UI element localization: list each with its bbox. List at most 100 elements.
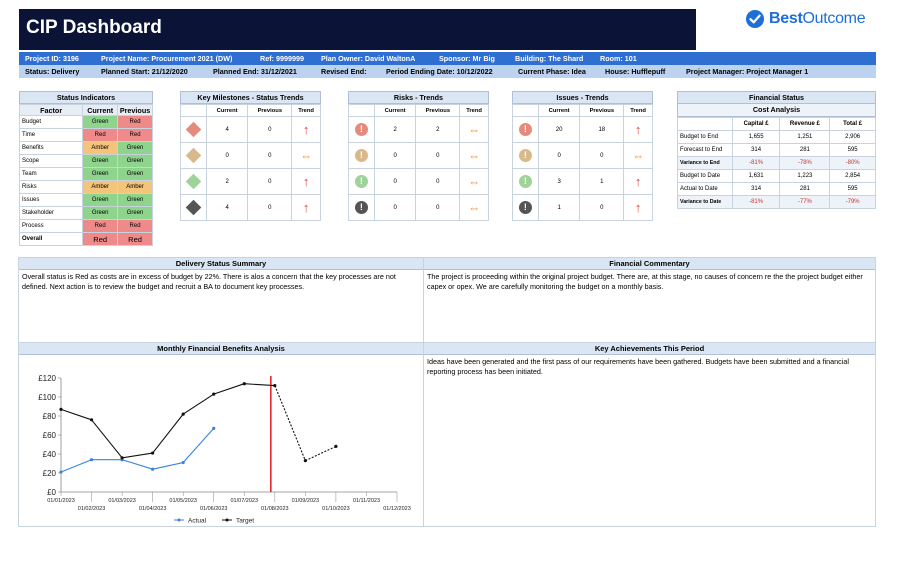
table-row: ! 1 0 ↑ [512,194,653,221]
table-header-row: Current Previous Trend [512,104,653,117]
exclamation-icon: ! [518,201,532,214]
trend-cell: ⇔ [459,142,489,169]
series-actual-point [212,426,216,430]
current-status-cell: Red [82,128,119,142]
exclamation-icon: ! [354,201,368,214]
financial-commentary-title: Financial Commentary [424,258,875,270]
x-tick-label: 01/09/2023 [292,498,320,504]
factor-label: Risks [18,180,84,194]
current-count: 3 [537,168,581,195]
milestones-table-body: 4 0 ↑ 0 0 ⇔ 2 0 ↑ 4 0 ↑ [180,116,321,221]
table-row: Issues Green Green [18,193,153,207]
current-status-cell: Amber [82,180,119,194]
benefits-chart-panel: Monthly Financial Benefits Analysis £0 £2… [18,342,424,527]
delivery-summary-title: Delivery Status Summary [19,258,423,270]
table-row: Budget to Date 1,631 1,223 2,854 [677,169,876,183]
table-row: 4 0 ↑ [180,194,321,221]
series-target-segment [60,408,92,421]
table-row: Stakeholder Green Green [18,206,153,220]
previous-status-cell: Red [117,115,153,129]
severity-cell: ! [512,168,539,195]
series-target-segment [213,383,245,395]
table-row: 2 0 ↑ [180,168,321,195]
previous-status-cell: Amber [117,180,153,194]
revenue-value: 1,223 [779,169,831,183]
previous-count: 0 [579,142,625,169]
chart-title: Monthly Financial Benefits Analysis [19,343,423,355]
milestones-table: Current Previous Trend 4 0 ↑ 0 0 ⇔ 2 0 ↑ 4 0 ↑ [180,104,321,221]
capital-value: -81% [731,195,781,209]
column-header [348,104,375,117]
factor-label: Overall [18,232,84,246]
table-row: ! 0 0 ⇔ [348,142,489,169]
table-row: Team Green Green [18,167,153,181]
x-tick-label: 01/07/2023 [231,498,259,504]
x-tick-label: 01/10/2023 [322,506,350,512]
financial-status-panel: Financial Status Cost Analysis Capital £… [677,91,876,209]
column-header [512,104,539,117]
previous-status-cell: Red [117,232,153,246]
series-target-segment [305,445,337,462]
delivery-summary-text: Overall status is Red as costs are in ex… [22,272,396,291]
previous-count: 2 [415,116,461,143]
y-tick-label: £80 [43,412,57,421]
planned-start: Planned Start: 21/12/2020 [101,67,188,76]
table-row: Variance to End -81% -78% -80% [677,156,876,170]
current-status-cell: Green [82,206,119,220]
table-row: Process Red Red [18,219,153,233]
key-achievements-text: Ideas have been generated and the first … [427,357,849,376]
arrow-left-right-icon: ⇔ [468,174,481,189]
current-count: 0 [205,142,249,169]
legend-marker [225,518,229,522]
exclamation-icon: ! [518,123,532,136]
current-status-cell: Red [82,232,119,246]
current-count: 0 [373,168,417,195]
arrow-left-right-icon: ⇔ [300,148,313,163]
previous-status-cell: Green [117,154,153,168]
table-row: Forecast to End 314 281 595 [677,143,876,157]
previous-count: 0 [415,194,461,221]
capital-value: -81% [731,156,781,170]
severity-cell [180,116,207,143]
column-header: Current [82,104,119,116]
project-id: Project ID: 3196 [25,54,79,63]
previous-count: 0 [247,168,293,195]
series-target-segment [91,419,123,459]
milestones-title: Key Milestones - Status Trends [180,91,321,104]
legend-label: Actual [188,518,207,525]
arrow-up-icon: ↑ [634,200,642,215]
x-tick-label: 01/08/2023 [261,506,289,512]
cost-row-label: Variance to Date [677,195,733,209]
financial-status-title: Financial Status [677,91,876,104]
x-tick-label: 01/01/2023 [47,498,75,504]
table-row: ! 0 0 ⇔ [512,142,653,169]
table-row: ! 20 18 ↑ [512,116,653,143]
previous-status-cell: Red [117,128,153,142]
table-header-row: Current Previous Trend [348,104,489,117]
series-target-segment [152,413,184,454]
capital-value: 1,631 [731,169,781,183]
diamond-icon [185,121,202,138]
current-status-cell: Green [82,115,119,129]
severity-cell [180,194,207,221]
series-actual-segment [182,427,215,463]
page-title: CIP Dashboard [26,17,162,38]
project-manager: Project Manager: Project Manager 1 [686,67,809,76]
risks-table-body: ! 2 2 ⇔! 0 0 ⇔! 0 0 ⇔! 0 0 ⇔ [348,116,489,221]
previous-count: 18 [579,116,625,143]
series-target-point [59,407,63,411]
status-indicators-panel: Status Indicators Factor Current Previou… [18,91,153,246]
severity-cell: ! [348,194,375,221]
risks-panel: Risks - Trends Current Previous Trend ! 2… [348,91,489,221]
milestones-panel: Key Milestones - Status Trends Current P… [180,91,321,221]
building: Building: The Shard [515,54,584,63]
column-header: Revenue £ [779,117,831,131]
check-badge-icon [746,10,764,28]
series-target-point [303,459,307,463]
x-tick-label: 01/03/2023 [108,498,136,504]
status-indicators-table: Factor Current Previous Budget Green Red Ti… [18,104,153,246]
current-count: 4 [205,194,249,221]
current-count: 1 [537,194,581,221]
current-count: 0 [537,142,581,169]
series-target-point [242,382,246,386]
